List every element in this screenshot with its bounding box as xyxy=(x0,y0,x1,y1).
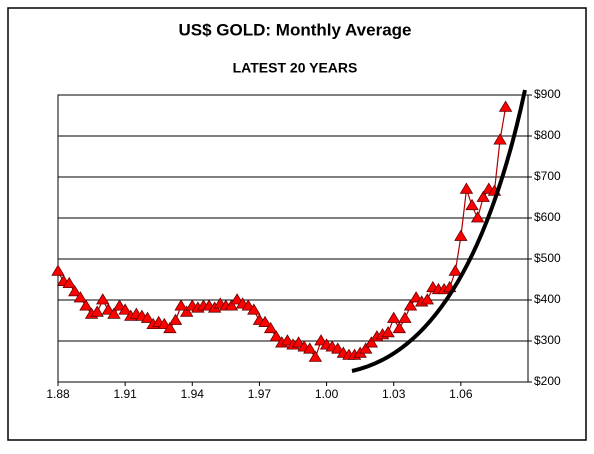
point-marker xyxy=(331,342,345,354)
point-marker xyxy=(90,305,104,317)
point-marker xyxy=(179,305,194,317)
point-marker xyxy=(493,133,507,145)
x-tick-label: 1.03 xyxy=(382,387,406,401)
point-marker xyxy=(157,317,172,329)
point-marker xyxy=(303,342,317,354)
chart-subtitle: LATEST 20 YEARS xyxy=(233,60,358,76)
point-marker xyxy=(112,299,127,311)
point-marker xyxy=(420,293,434,305)
point-marker xyxy=(118,303,132,315)
point-marker xyxy=(387,311,401,323)
point-marker xyxy=(174,299,188,311)
point-marker xyxy=(263,321,278,334)
chart-title: US$ GOLD: Monthly Average xyxy=(179,20,412,39)
point-marker xyxy=(498,100,513,112)
y-tick-label: $600 xyxy=(534,210,561,224)
point-marker xyxy=(398,311,412,323)
x-tick-label: 1.88 xyxy=(46,387,70,401)
y-tick-label: $200 xyxy=(534,374,561,388)
point-marker xyxy=(381,326,395,338)
point-marker xyxy=(364,336,379,348)
trend-curve xyxy=(351,89,527,373)
point-marker xyxy=(163,321,177,334)
point-marker xyxy=(359,342,373,354)
point-marker xyxy=(392,321,407,334)
point-marker xyxy=(101,303,116,315)
point-marker xyxy=(230,293,244,305)
point-marker xyxy=(68,285,82,297)
point-marker xyxy=(465,198,479,211)
point-marker xyxy=(314,334,328,346)
x-tick-label: 1.06 xyxy=(449,387,473,401)
point-marker xyxy=(241,299,255,311)
point-marker xyxy=(51,264,65,276)
point-marker xyxy=(280,334,295,346)
point-marker xyxy=(403,299,418,311)
point-marker xyxy=(409,291,423,303)
point-marker xyxy=(247,303,261,315)
frame xyxy=(7,7,587,441)
point-marker xyxy=(459,182,474,194)
y-tick-label: $300 xyxy=(534,333,561,347)
point-marker xyxy=(470,211,485,223)
point-marker xyxy=(258,315,272,327)
point-marker xyxy=(107,307,121,319)
point-marker xyxy=(448,264,462,276)
point-marker xyxy=(140,311,155,323)
point-marker xyxy=(291,336,306,348)
y-tick-label: $400 xyxy=(534,292,561,306)
point-marker xyxy=(73,291,88,303)
point-marker xyxy=(308,350,323,362)
y-tick-label: $800 xyxy=(534,128,561,142)
y-tick-label: $900 xyxy=(534,87,561,101)
point-marker xyxy=(269,330,283,342)
point-marker xyxy=(476,190,490,202)
point-marker xyxy=(79,299,93,311)
x-tick-label: 1.97 xyxy=(248,387,272,401)
x-tick-label: 1.00 xyxy=(315,387,339,401)
x-tick-label: 1.94 xyxy=(181,387,205,401)
point-marker xyxy=(454,229,468,241)
point-marker xyxy=(168,313,183,325)
point-marker xyxy=(62,276,76,288)
point-marker xyxy=(96,293,110,305)
point-marker xyxy=(224,299,239,311)
x-tick-label: 1.91 xyxy=(113,387,137,401)
y-tick-label: $700 xyxy=(534,169,561,183)
y-tick-label: $500 xyxy=(534,251,561,265)
